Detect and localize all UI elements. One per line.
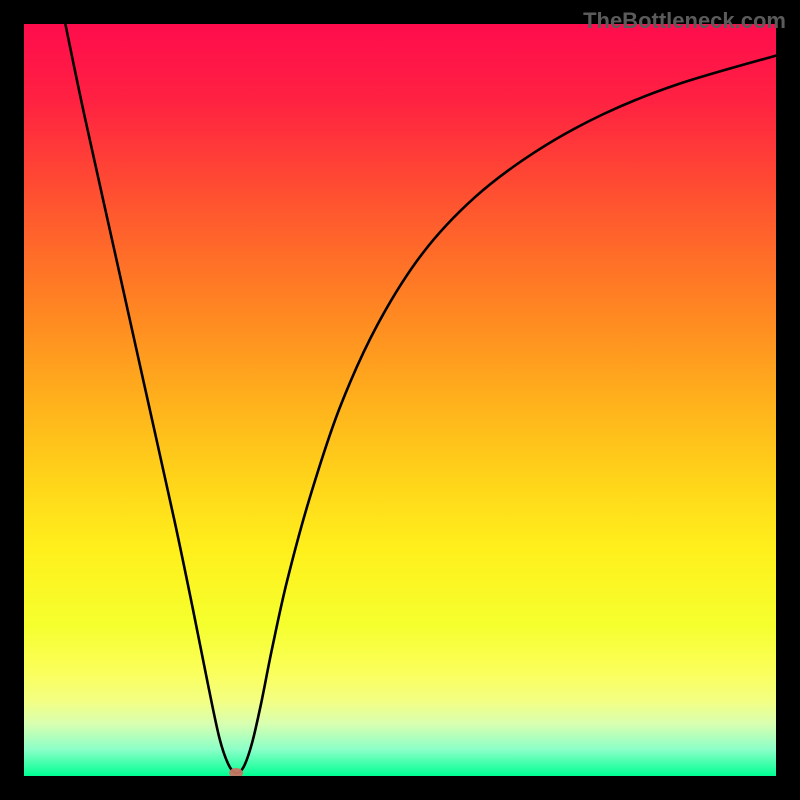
gradient-background [24, 24, 776, 776]
chart-container: TheBottleneck.com [0, 0, 800, 800]
bottleneck-chart [0, 0, 800, 800]
watermark-text: TheBottleneck.com [583, 8, 786, 34]
